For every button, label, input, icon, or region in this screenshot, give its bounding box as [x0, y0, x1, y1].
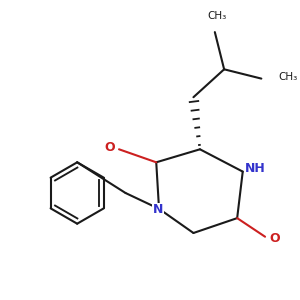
- Text: O: O: [269, 232, 280, 245]
- Text: CH₃: CH₃: [207, 11, 226, 21]
- Text: O: O: [104, 141, 115, 154]
- Text: N: N: [153, 203, 163, 216]
- Text: CH₃: CH₃: [278, 72, 297, 82]
- Text: NH: NH: [244, 162, 265, 175]
